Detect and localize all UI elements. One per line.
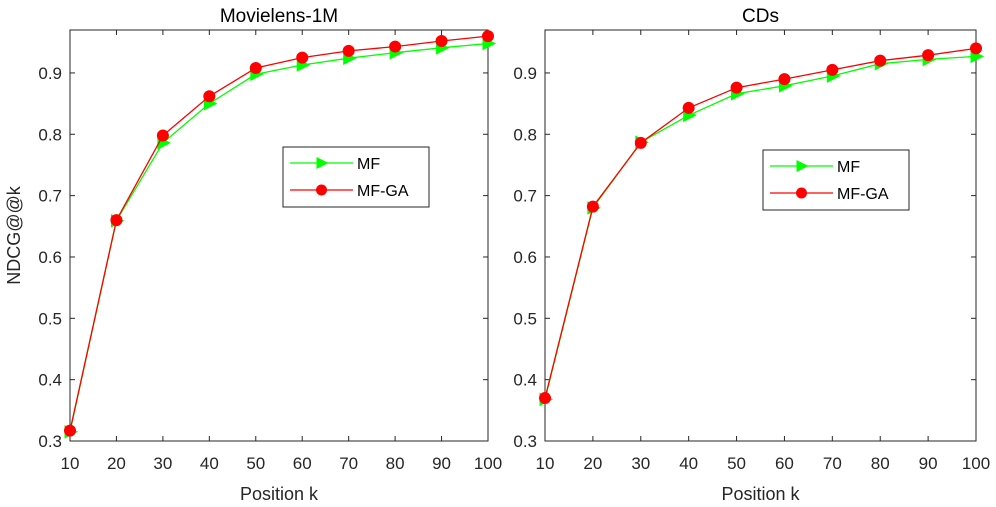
x-tick-label: 30 xyxy=(631,454,650,473)
data-point-mf-ga xyxy=(922,49,935,62)
x-tick-label: 50 xyxy=(246,454,265,473)
x-tick-label: 50 xyxy=(727,454,746,473)
x-tick-label: 60 xyxy=(293,454,312,473)
x-tick-label: 100 xyxy=(962,454,990,473)
chart-panel-2: 10 20 30 40 50 60 70 80 90 100 0.3 0.4 0.5 0.6 0.7 0.8 0… xyxy=(513,6,990,504)
y-tick-label: 0.8 xyxy=(38,125,62,144)
x-tick-label: 40 xyxy=(200,454,219,473)
data-point-mf-ga xyxy=(110,214,123,227)
x-tick-label: 100 xyxy=(474,454,502,473)
series-line-mf-ga xyxy=(544,47,977,399)
data-point-mf-ga xyxy=(586,200,599,213)
data-point-mf-ga xyxy=(874,54,887,67)
y-tick-label: 0.4 xyxy=(513,371,537,390)
legend-box xyxy=(282,146,430,208)
y-tick-label: 0.5 xyxy=(38,309,62,328)
x-tick-label: 10 xyxy=(61,454,80,473)
legend-label-mf: MF xyxy=(837,159,860,176)
legend-box xyxy=(762,149,910,211)
x-tick-label: 90 xyxy=(432,454,451,473)
data-point-mf-ga xyxy=(435,35,448,48)
data-point-mf-ga xyxy=(730,81,743,94)
x-tick-label: 20 xyxy=(107,454,126,473)
y-tick-label: 0.4 xyxy=(38,371,62,390)
y-tick-label: 0.7 xyxy=(513,187,537,206)
x-axis-title: Position k xyxy=(721,484,800,504)
y-tick-label: 0.8 xyxy=(513,125,537,144)
y-tick-label: 0.3 xyxy=(38,432,62,451)
data-point-mf-ga xyxy=(156,129,169,142)
x-tick-label: 60 xyxy=(775,454,794,473)
data-point-mf-ga xyxy=(342,44,355,57)
y-axis-title: NDCG@@k xyxy=(4,185,24,285)
x-axis-title: Position k xyxy=(240,484,319,504)
data-point-mf-ga xyxy=(970,42,982,55)
data-point-mf-ga xyxy=(203,90,216,103)
x-tick-label: 80 xyxy=(386,454,405,473)
legend-marker-mf xyxy=(316,157,329,169)
series-line-mf xyxy=(69,42,489,432)
y-tick-label: 0.9 xyxy=(38,64,62,83)
data-point-mf-ga xyxy=(826,63,839,76)
legend-label-mf-ga: MF-GA xyxy=(837,186,889,203)
y-tick-label: 0.9 xyxy=(513,64,537,83)
data-point-mf-ga xyxy=(389,40,402,53)
chart-panel-1: 10 20 30 40 50 60 70 80 90 100 0.3 0.4 0.5 0.6 0.7 0.8 0… xyxy=(4,6,502,504)
plot-area xyxy=(544,29,977,442)
x-tick-label: 80 xyxy=(871,454,890,473)
legend-marker-mf xyxy=(796,160,809,172)
data-point-mf-ga xyxy=(778,73,791,86)
legend-marker-mf-ga xyxy=(796,187,807,199)
legend: MF MF-GA xyxy=(762,149,910,211)
legend-label-mf: MF xyxy=(357,156,380,173)
legend-label-mf-ga: MF-GA xyxy=(357,183,409,200)
data-point-mf-ga xyxy=(249,62,262,75)
series-line-mf-ga xyxy=(69,35,489,431)
data-point-mf-ga xyxy=(482,30,494,43)
y-tick-label: 0.6 xyxy=(38,248,62,267)
data-point-mf-ga xyxy=(539,392,551,405)
x-tick-label: 20 xyxy=(583,454,602,473)
y-tick-label: 0.6 xyxy=(513,248,537,267)
y-tick-label: 0.7 xyxy=(38,187,62,206)
data-point-mf-ga xyxy=(634,136,647,149)
data-point-mf-ga xyxy=(682,101,695,114)
x-tick-label: 40 xyxy=(679,454,698,473)
legend: MF MF-GA xyxy=(282,146,430,208)
x-tick-label: 30 xyxy=(153,454,172,473)
x-tick-label: 10 xyxy=(536,454,555,473)
x-tick-label: 70 xyxy=(823,454,842,473)
chart-title: CDs xyxy=(742,6,779,27)
y-tick-label: 0.5 xyxy=(513,309,537,328)
data-point-mf-ga xyxy=(296,51,309,64)
chart-title: Movielens-1M xyxy=(220,6,338,27)
legend-marker-mf-ga xyxy=(316,184,327,196)
y-tick-label: 0.3 xyxy=(513,432,537,451)
x-tick-label: 70 xyxy=(339,454,358,473)
data-point-mf-ga xyxy=(64,424,76,437)
x-tick-label: 90 xyxy=(919,454,938,473)
plot-area xyxy=(69,29,489,442)
